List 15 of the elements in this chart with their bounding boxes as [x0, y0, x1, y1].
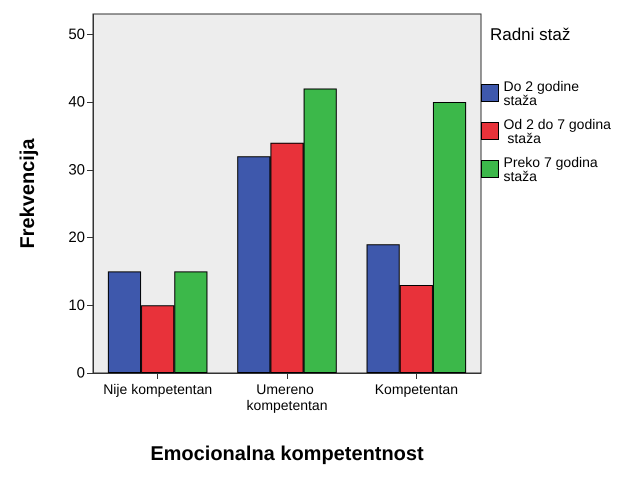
y-tick-label: 30	[68, 161, 85, 178]
y-tick-label: 40	[68, 94, 85, 111]
y-tick-label: 10	[68, 296, 85, 314]
legend-label: Od 2 do 7 godina staža	[504, 116, 612, 146]
y-tick-label: 50	[68, 26, 85, 43]
x-tick-label: Umereno kompetentan	[246, 381, 328, 413]
x-tick-label: Nije kompetentan	[103, 381, 212, 397]
y-tick-label: 20	[68, 229, 85, 246]
legend-label: Preko 7 godina staža	[504, 154, 602, 184]
x-axis-title: Emocionalna kompetentnost	[150, 443, 424, 465]
y-tick-label: 0	[76, 364, 85, 382]
x-tick-label: Kompetentan	[374, 381, 458, 397]
y-axis-title: Frekvencija	[17, 138, 39, 249]
legend-label: Do 2 godine staža	[504, 78, 583, 108]
legend-title: Radni staž	[490, 25, 570, 44]
